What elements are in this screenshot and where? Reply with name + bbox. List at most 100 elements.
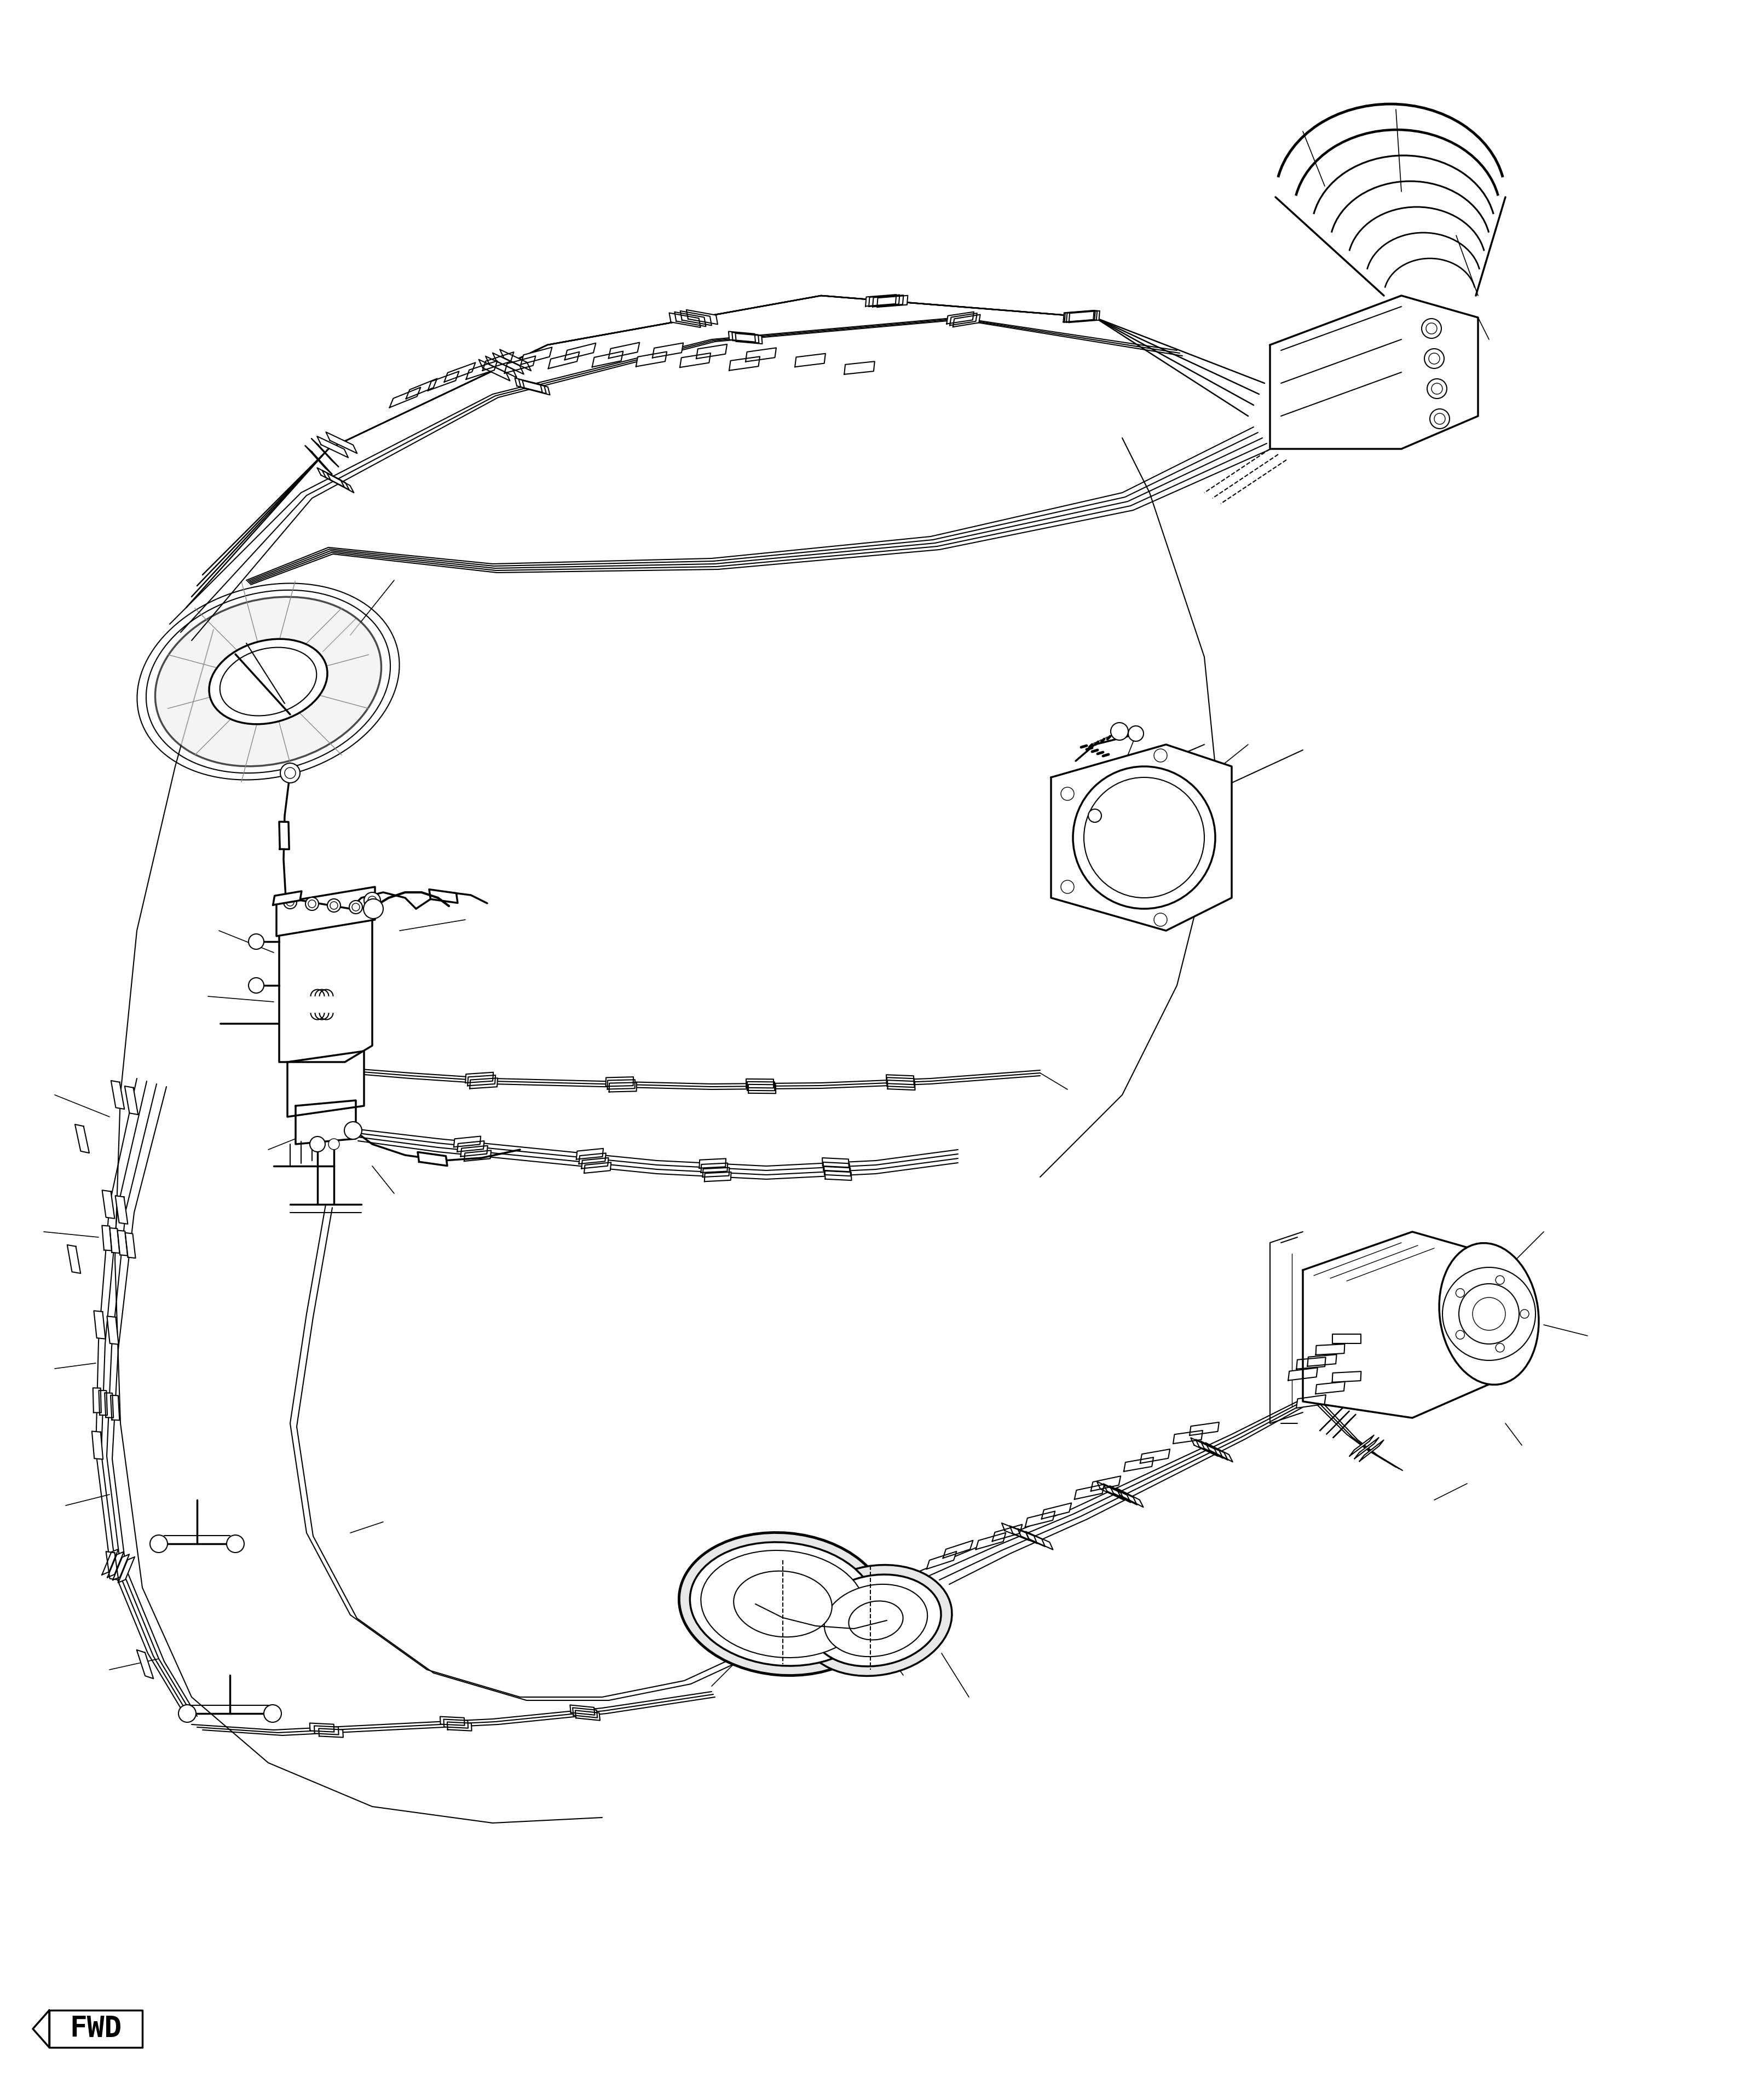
Polygon shape	[448, 1722, 472, 1730]
Circle shape	[345, 1121, 362, 1138]
Polygon shape	[866, 294, 895, 307]
Ellipse shape	[733, 1571, 833, 1638]
Polygon shape	[747, 1079, 773, 1088]
Polygon shape	[637, 351, 666, 368]
Polygon shape	[605, 1077, 633, 1086]
Circle shape	[1455, 1331, 1464, 1340]
Circle shape	[283, 895, 297, 909]
Circle shape	[150, 1535, 168, 1552]
Polygon shape	[429, 372, 458, 391]
Circle shape	[1424, 349, 1445, 368]
Polygon shape	[572, 1707, 598, 1718]
Polygon shape	[943, 1541, 972, 1558]
Polygon shape	[1333, 1371, 1361, 1382]
Polygon shape	[1196, 1439, 1223, 1457]
Circle shape	[1520, 1310, 1529, 1319]
Polygon shape	[845, 361, 874, 374]
Polygon shape	[876, 296, 908, 307]
Polygon shape	[467, 361, 497, 380]
Ellipse shape	[210, 638, 327, 724]
Polygon shape	[1051, 746, 1231, 930]
Polygon shape	[110, 1394, 119, 1420]
Ellipse shape	[156, 596, 381, 766]
Polygon shape	[887, 1075, 915, 1084]
Polygon shape	[1308, 1355, 1336, 1367]
Polygon shape	[607, 1079, 635, 1090]
Polygon shape	[584, 1163, 610, 1174]
Polygon shape	[869, 294, 899, 307]
Polygon shape	[703, 1168, 729, 1178]
Ellipse shape	[812, 1575, 941, 1667]
Polygon shape	[822, 1157, 848, 1168]
Circle shape	[1088, 809, 1102, 823]
Circle shape	[1111, 722, 1128, 739]
Polygon shape	[950, 313, 978, 325]
Polygon shape	[609, 342, 640, 359]
Polygon shape	[315, 1726, 339, 1735]
Polygon shape	[749, 1084, 777, 1094]
Polygon shape	[680, 353, 710, 368]
Polygon shape	[483, 353, 514, 370]
Polygon shape	[1315, 1382, 1345, 1394]
Polygon shape	[1270, 296, 1478, 449]
Polygon shape	[1333, 1334, 1361, 1344]
Polygon shape	[500, 349, 532, 372]
Polygon shape	[521, 346, 553, 365]
Polygon shape	[1091, 1476, 1121, 1491]
Polygon shape	[1074, 1485, 1104, 1499]
Polygon shape	[747, 1082, 775, 1090]
Polygon shape	[486, 357, 516, 378]
Polygon shape	[609, 1082, 637, 1092]
Polygon shape	[1097, 1483, 1125, 1499]
Polygon shape	[327, 472, 353, 493]
Polygon shape	[470, 1077, 498, 1088]
Polygon shape	[49, 2010, 142, 2048]
Polygon shape	[927, 1552, 957, 1569]
Ellipse shape	[824, 1583, 927, 1657]
Circle shape	[306, 897, 318, 911]
Polygon shape	[1205, 1443, 1233, 1462]
Ellipse shape	[220, 647, 317, 716]
Circle shape	[1422, 319, 1441, 338]
Ellipse shape	[701, 1550, 864, 1657]
Polygon shape	[465, 1073, 493, 1084]
Polygon shape	[317, 468, 345, 487]
Polygon shape	[94, 1310, 105, 1340]
Polygon shape	[322, 470, 350, 489]
Circle shape	[227, 1535, 245, 1552]
Polygon shape	[946, 311, 974, 323]
Polygon shape	[547, 353, 579, 370]
Polygon shape	[107, 1317, 119, 1344]
Polygon shape	[311, 439, 339, 466]
Polygon shape	[953, 315, 979, 328]
Polygon shape	[1333, 1415, 1355, 1438]
Polygon shape	[1191, 1439, 1217, 1455]
Polygon shape	[1327, 1411, 1348, 1434]
Polygon shape	[887, 1079, 915, 1090]
Polygon shape	[686, 311, 717, 323]
Polygon shape	[1350, 1434, 1375, 1455]
Polygon shape	[992, 1525, 1021, 1541]
Polygon shape	[101, 1550, 119, 1575]
Polygon shape	[581, 1157, 609, 1168]
Polygon shape	[523, 380, 549, 395]
Polygon shape	[565, 342, 596, 359]
Polygon shape	[93, 1432, 103, 1459]
Polygon shape	[310, 1724, 334, 1732]
Polygon shape	[824, 1161, 850, 1172]
Polygon shape	[429, 890, 458, 903]
Polygon shape	[504, 357, 535, 374]
Circle shape	[264, 1705, 282, 1722]
Polygon shape	[1025, 1531, 1053, 1550]
Polygon shape	[296, 1100, 355, 1145]
Polygon shape	[577, 1149, 603, 1159]
Polygon shape	[304, 445, 332, 475]
Polygon shape	[1125, 1457, 1153, 1472]
Polygon shape	[1116, 1489, 1144, 1508]
Polygon shape	[514, 378, 542, 393]
Polygon shape	[418, 1153, 448, 1166]
Polygon shape	[390, 386, 422, 407]
Polygon shape	[794, 353, 826, 368]
Polygon shape	[317, 437, 348, 458]
Polygon shape	[1009, 1527, 1037, 1544]
